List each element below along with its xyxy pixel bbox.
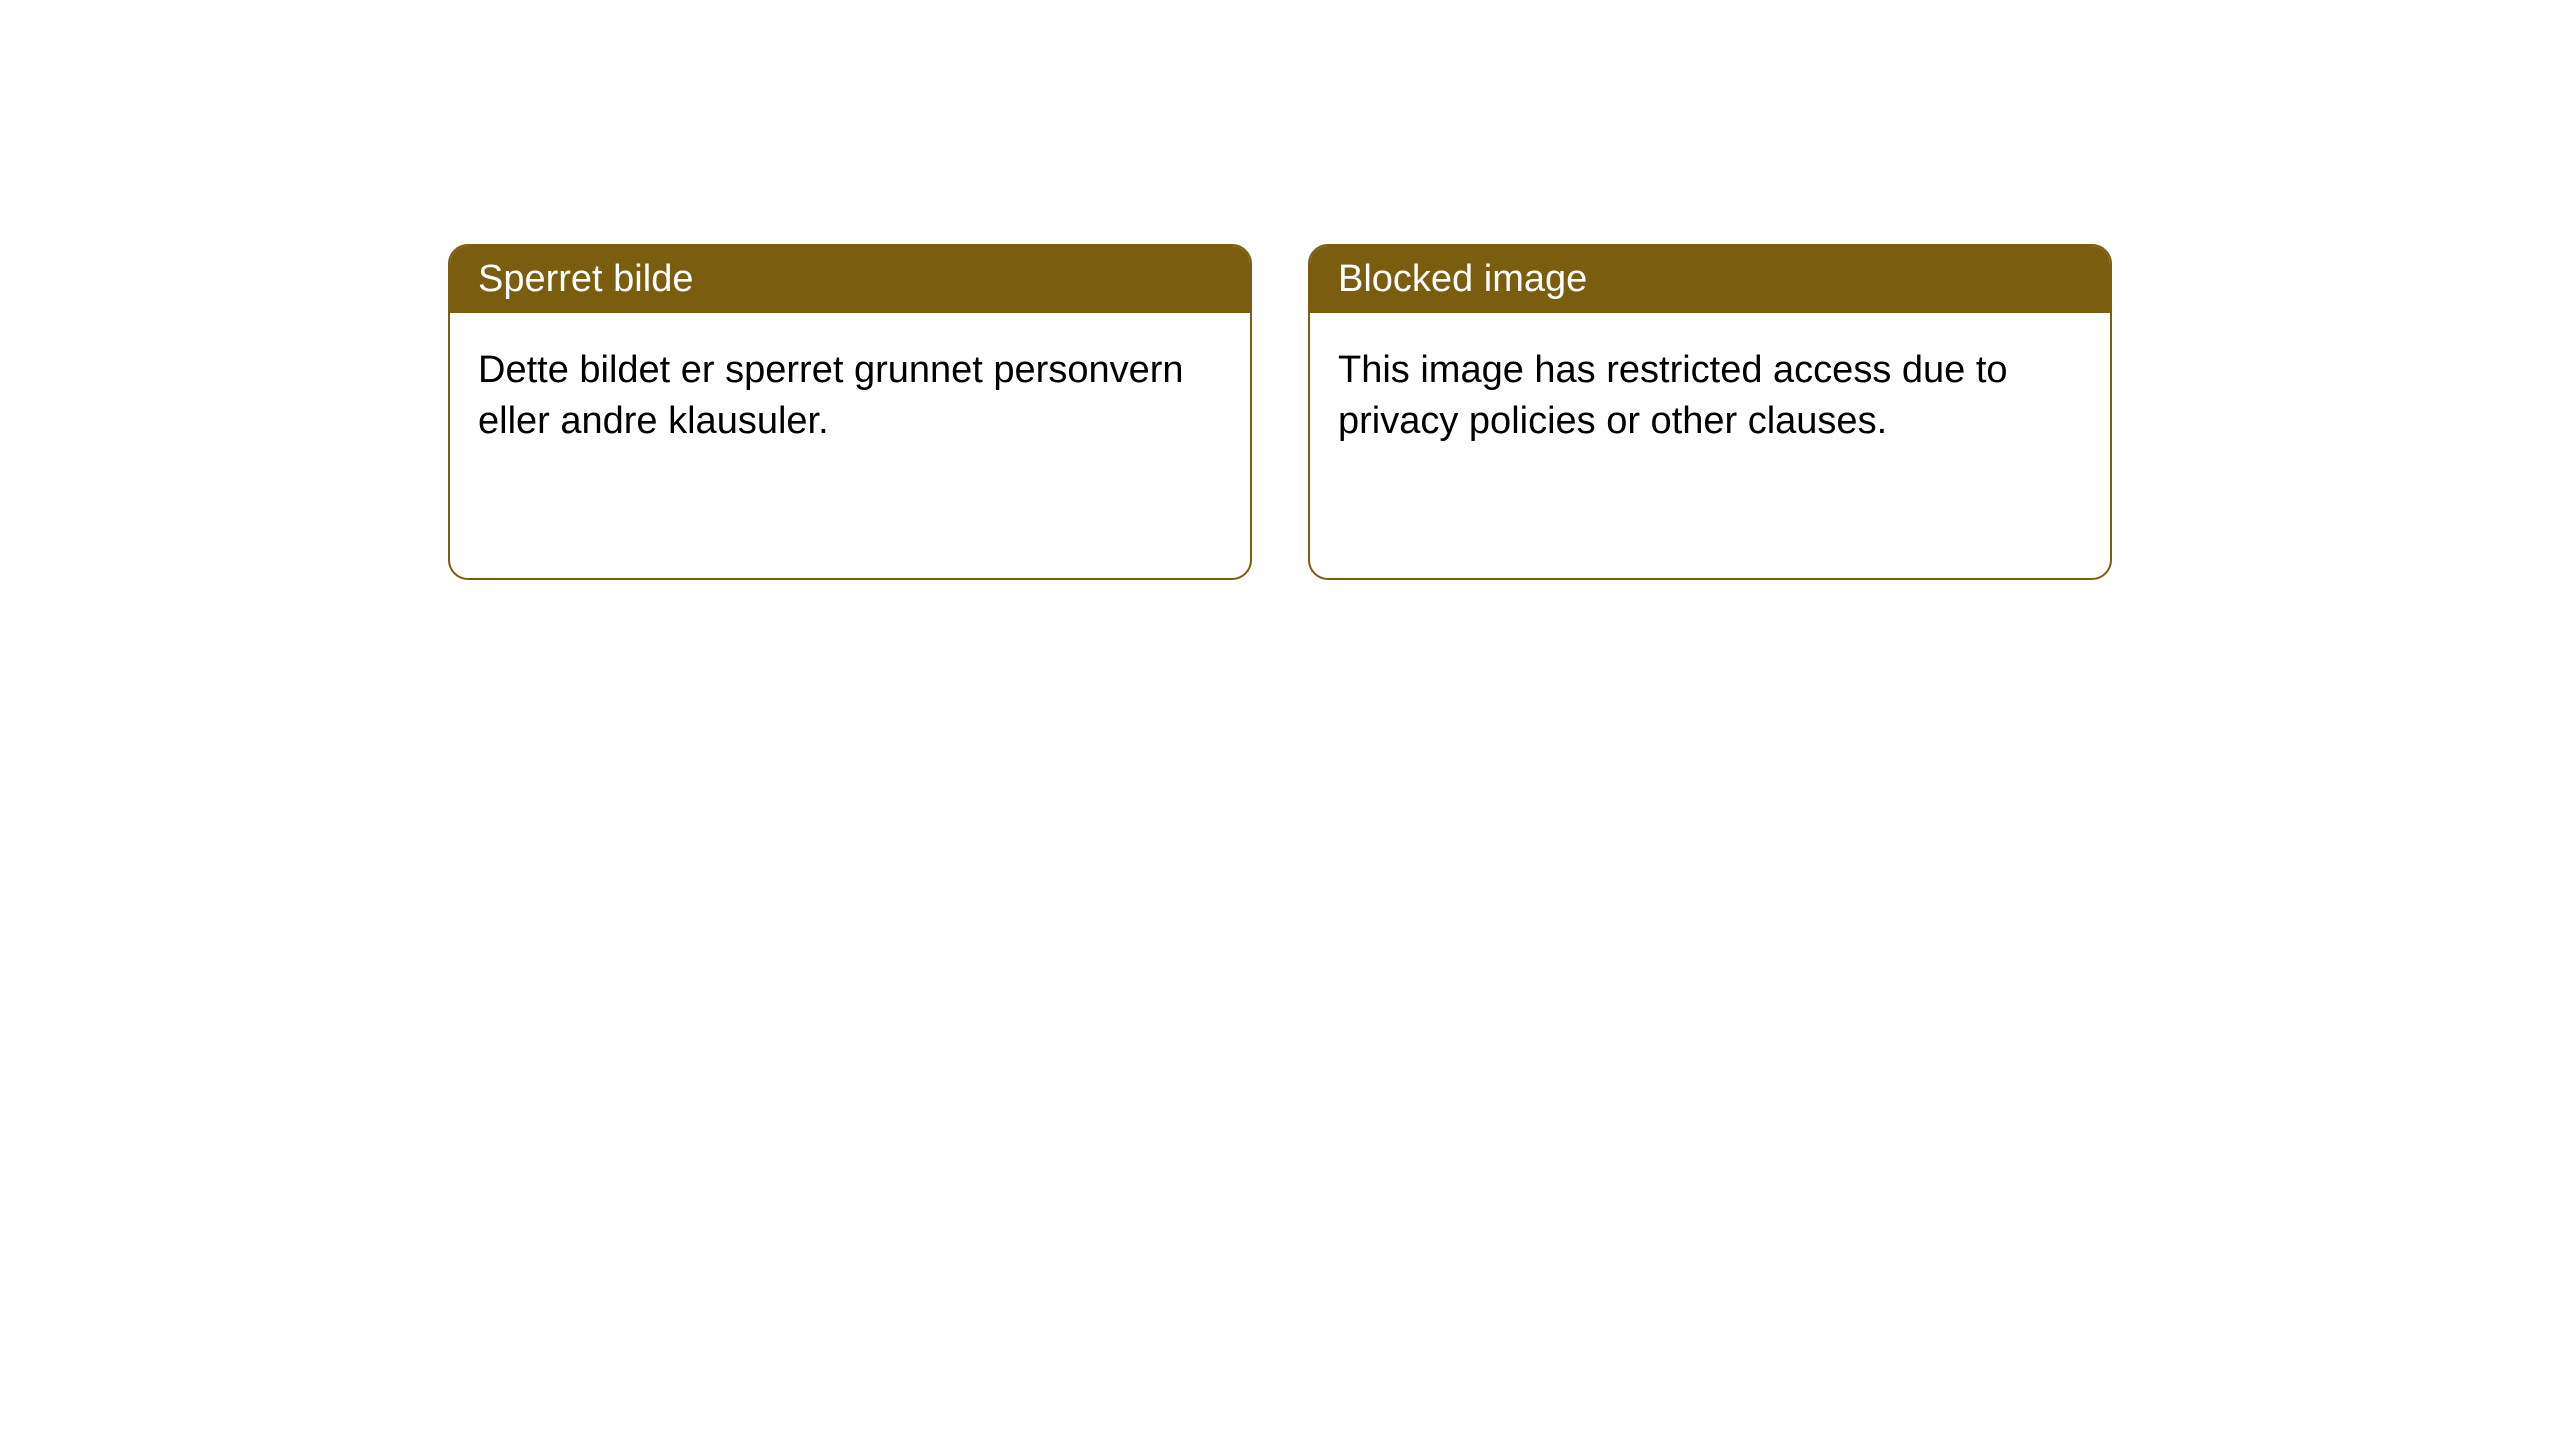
- notice-card-norwegian: Sperret bilde Dette bildet er sperret gr…: [448, 244, 1252, 580]
- notice-card-english: Blocked image This image has restricted …: [1308, 244, 2112, 580]
- notice-card-header: Sperret bilde: [450, 246, 1250, 313]
- notice-cards-container: Sperret bilde Dette bildet er sperret gr…: [0, 0, 2560, 580]
- notice-card-body: This image has restricted access due to …: [1310, 313, 2110, 480]
- notice-card-header: Blocked image: [1310, 246, 2110, 313]
- notice-card-body: Dette bildet er sperret grunnet personve…: [450, 313, 1250, 480]
